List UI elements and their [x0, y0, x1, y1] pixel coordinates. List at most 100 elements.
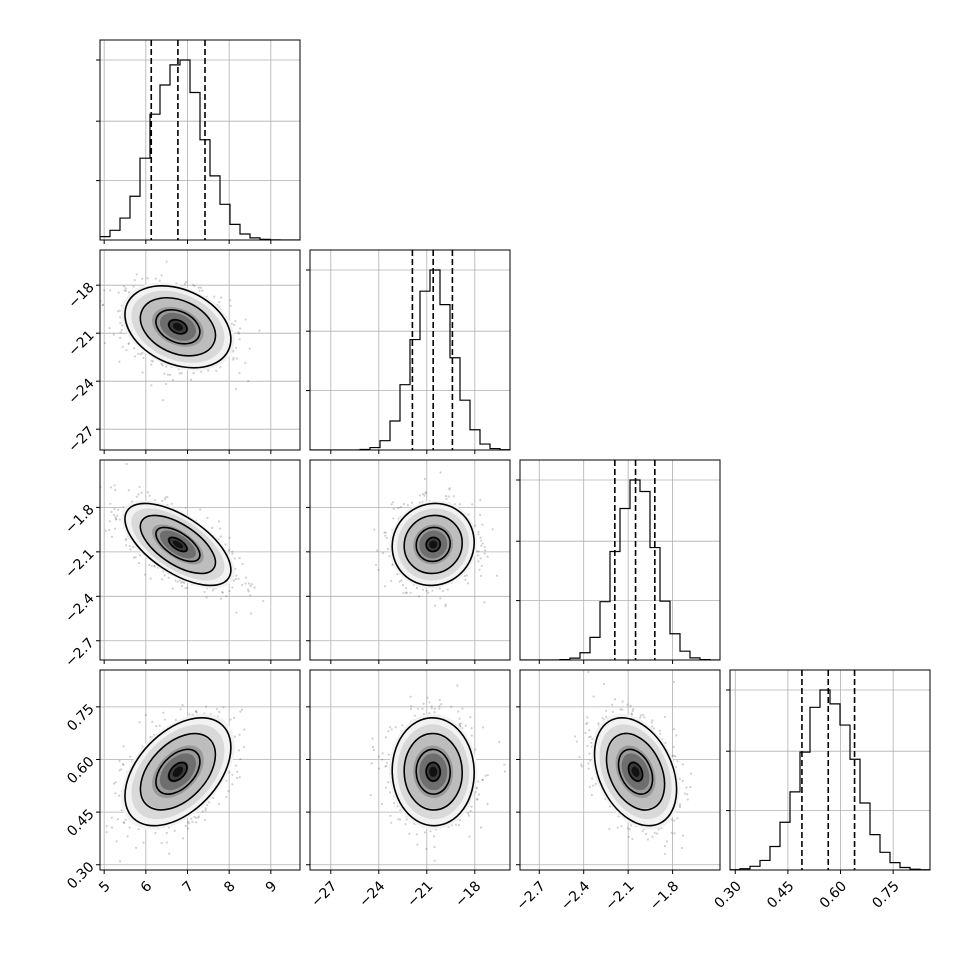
sample-point: [195, 710, 198, 713]
sample-point: [238, 776, 241, 779]
sample-point: [247, 590, 250, 593]
sample-point: [146, 277, 149, 280]
sample-point: [401, 583, 405, 587]
sample-point: [211, 526, 214, 529]
hist-panel-2: [516, 459, 721, 664]
sample-point: [109, 502, 112, 505]
contour-3: [124, 717, 232, 827]
sample-point: [584, 731, 587, 735]
sample-point: [154, 277, 157, 280]
sample-point: [475, 786, 478, 789]
sample-point: [228, 536, 231, 539]
sample-point: [104, 529, 107, 532]
sample-point: [486, 774, 489, 777]
sample-point: [401, 724, 404, 727]
sample-point: [235, 357, 238, 360]
sample-point: [192, 283, 195, 286]
sample-point: [118, 860, 122, 863]
sample-point: [444, 605, 447, 608]
sample-point: [628, 828, 631, 831]
sample-point: [154, 831, 157, 835]
sample-point: [151, 360, 155, 363]
sample-point: [408, 832, 411, 835]
sample-point: [237, 331, 240, 334]
sample-point: [174, 718, 177, 722]
x-tick-label: −1.8: [647, 878, 682, 913]
sample-point: [418, 494, 422, 497]
sample-point: [205, 596, 208, 599]
sample-point: [168, 852, 171, 855]
sample-point: [162, 711, 165, 714]
sample-point: [429, 830, 432, 833]
sample-point: [217, 520, 221, 523]
x-tick-label: 0.30: [712, 878, 745, 911]
sample-point: [601, 716, 604, 720]
sample-point: [123, 821, 126, 824]
sample-point: [459, 722, 462, 725]
sample-point: [227, 548, 231, 552]
sample-point: [486, 802, 489, 806]
sample-point: [133, 279, 136, 282]
sample-point: [578, 756, 581, 759]
panel-frame: [729, 669, 931, 871]
sample-point: [232, 579, 236, 582]
sample-point: [503, 770, 506, 773]
sample-point: [422, 702, 425, 705]
sample-point: [239, 758, 242, 761]
sample-point: [498, 740, 501, 743]
sample-point: [441, 589, 445, 593]
sample-point: [477, 780, 480, 783]
sample-point: [122, 285, 126, 288]
sample-point: [215, 707, 219, 711]
sample-point: [602, 682, 606, 686]
sample-point: [180, 581, 183, 584]
sample-point: [212, 796, 215, 800]
sample-point: [129, 548, 132, 551]
sample-point: [110, 510, 113, 513]
sample-point: [200, 370, 203, 373]
sample-point: [394, 726, 397, 729]
sample-point: [165, 831, 168, 835]
x-tick-label: 7: [179, 878, 197, 896]
sample-point: [233, 557, 237, 560]
sample-point: [484, 774, 487, 777]
sample-point: [402, 591, 405, 595]
sample-point: [165, 382, 168, 386]
sample-point: [430, 705, 433, 708]
sample-point: [168, 373, 172, 377]
sample-point: [167, 576, 170, 579]
sample-point: [148, 494, 151, 497]
sample-point: [430, 707, 433, 710]
sample-point: [127, 489, 130, 492]
sample-point: [158, 724, 161, 727]
sample-point: [385, 761, 389, 764]
density: [100, 260, 261, 402]
sample-point: [683, 792, 687, 795]
sample-point: [194, 710, 197, 713]
sample-point: [119, 331, 122, 334]
sample-point: [657, 828, 660, 831]
sample-point: [405, 818, 408, 821]
contour-3: [124, 284, 232, 369]
sample-point: [663, 844, 667, 848]
sample-point: [642, 713, 645, 717]
sample-point: [238, 372, 241, 375]
sample-point: [184, 280, 188, 284]
sample-point: [206, 516, 209, 520]
sample-point: [201, 810, 204, 813]
sample-point: [639, 716, 642, 719]
sample-point: [208, 801, 211, 804]
sample-point: [250, 583, 253, 586]
sample-point: [390, 503, 393, 506]
sample-point: [218, 527, 222, 530]
contour-0: [425, 761, 442, 782]
sample-point: [211, 589, 214, 592]
sample-point: [396, 573, 399, 576]
sample-point: [176, 580, 179, 583]
sample-point: [433, 845, 436, 849]
sample-point: [689, 785, 692, 789]
sample-point: [404, 587, 408, 590]
sample-point: [118, 759, 121, 763]
sample-point: [229, 718, 232, 721]
sample-point: [184, 587, 187, 590]
